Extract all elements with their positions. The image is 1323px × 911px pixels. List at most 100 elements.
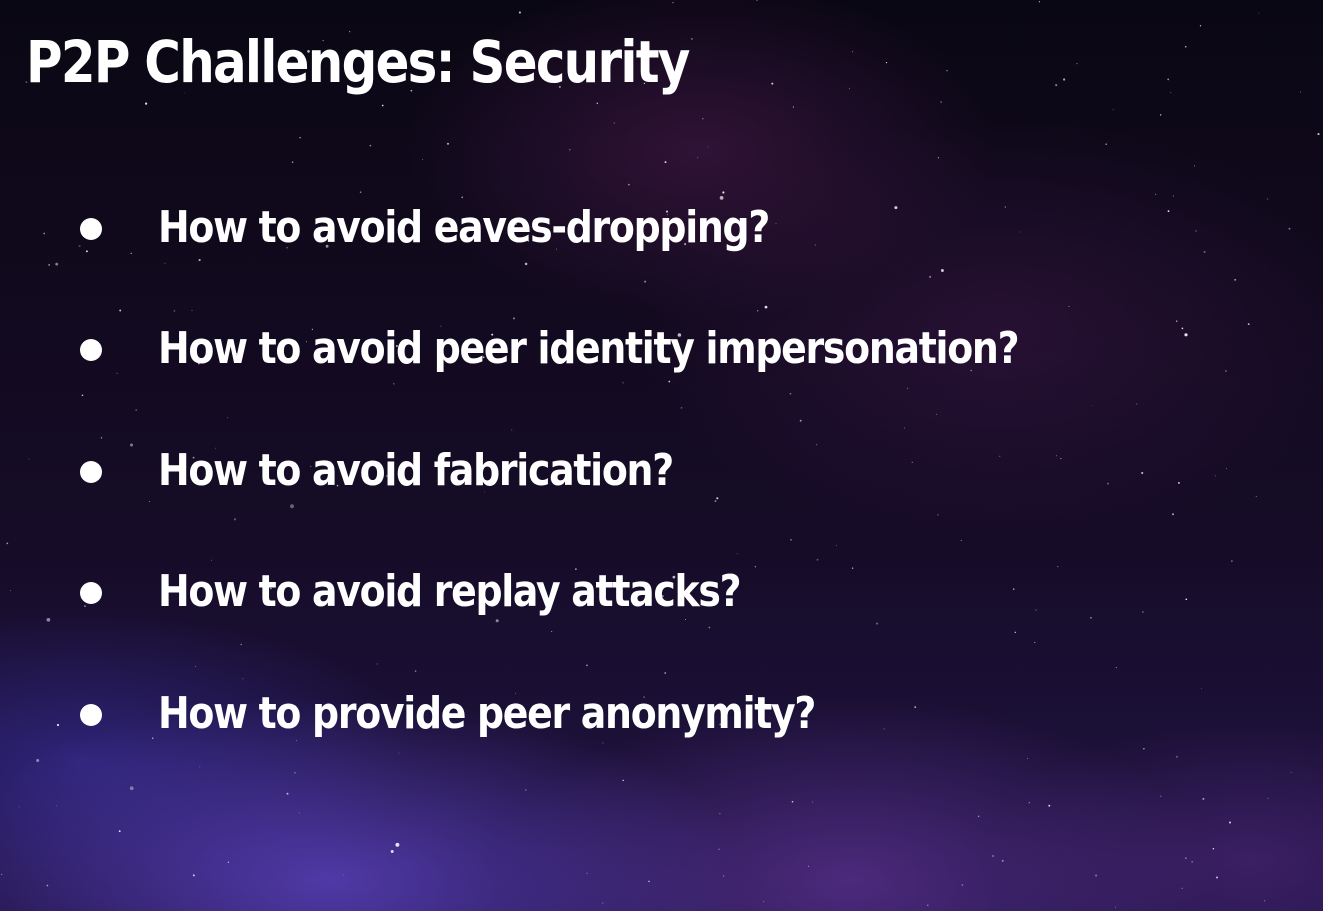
star [1195,230,1197,232]
star [1057,566,1059,568]
star [668,380,671,383]
star [1300,91,1301,93]
star [152,737,154,739]
star [690,37,693,40]
star [286,792,289,795]
star [586,664,588,666]
star [512,317,516,320]
bullet-text: How to avoid fabrication? [158,445,674,496]
star [736,553,738,555]
bullet-dot-icon [80,704,102,726]
star [1060,458,1062,460]
star [298,812,300,814]
star [851,567,854,569]
star [198,259,201,262]
star [145,102,148,105]
star [56,723,60,727]
star [1290,771,1292,773]
star [81,394,84,397]
star [812,801,814,803]
star [761,343,763,345]
star [684,619,686,620]
star [1115,667,1117,668]
star [351,87,353,89]
star [1177,481,1180,484]
star [667,243,670,246]
star [28,458,30,460]
star [184,92,186,94]
star [790,539,792,541]
star [491,333,494,336]
star [1263,900,1266,902]
star [664,672,666,674]
star [116,372,118,374]
star [1048,804,1051,807]
star [461,196,463,199]
star [771,82,774,85]
star [511,429,513,431]
star [697,157,699,159]
bullet-dot-icon [80,582,102,604]
star [904,427,906,429]
star [666,213,669,216]
star [1172,513,1174,516]
star [369,144,372,147]
star [754,566,757,568]
star [1112,109,1114,111]
star [885,61,888,64]
star [622,381,624,384]
star [1203,250,1206,253]
star [310,465,312,468]
star [100,437,103,439]
star [849,88,851,90]
star [1159,114,1162,116]
star [1194,165,1196,167]
star [307,50,310,53]
star [1142,611,1144,613]
star [1034,641,1036,643]
star [414,670,417,672]
star [602,902,604,904]
star [1185,598,1188,601]
star [386,475,388,477]
star [816,444,818,446]
star [294,771,296,774]
bullet-dot-icon [80,461,102,483]
star [9,590,11,591]
star [791,800,794,803]
star [883,728,885,730]
star [808,865,810,867]
star [789,392,792,395]
star [970,369,972,372]
star [799,419,802,422]
star [708,626,711,629]
star [1105,143,1107,145]
star [1136,403,1138,405]
star [937,514,939,516]
star [410,89,413,92]
star [1258,12,1260,14]
star [575,568,577,570]
star [680,407,683,409]
star [311,328,314,331]
star [84,605,86,607]
star [286,247,288,249]
star [764,305,768,309]
bullet-item: How to avoid eaves-dropping? [80,197,1180,257]
star [1141,471,1144,475]
star [1115,906,1116,908]
star [515,692,517,694]
star [977,815,980,817]
star [1063,78,1066,81]
star [1225,370,1227,372]
star [602,742,604,744]
star [447,142,449,145]
star [1184,45,1187,48]
star [46,617,51,622]
star [1014,631,1017,634]
star [422,158,424,160]
star [482,356,485,359]
star [1,873,3,875]
bullet-text: How to avoid eaves-dropping? [158,202,770,253]
